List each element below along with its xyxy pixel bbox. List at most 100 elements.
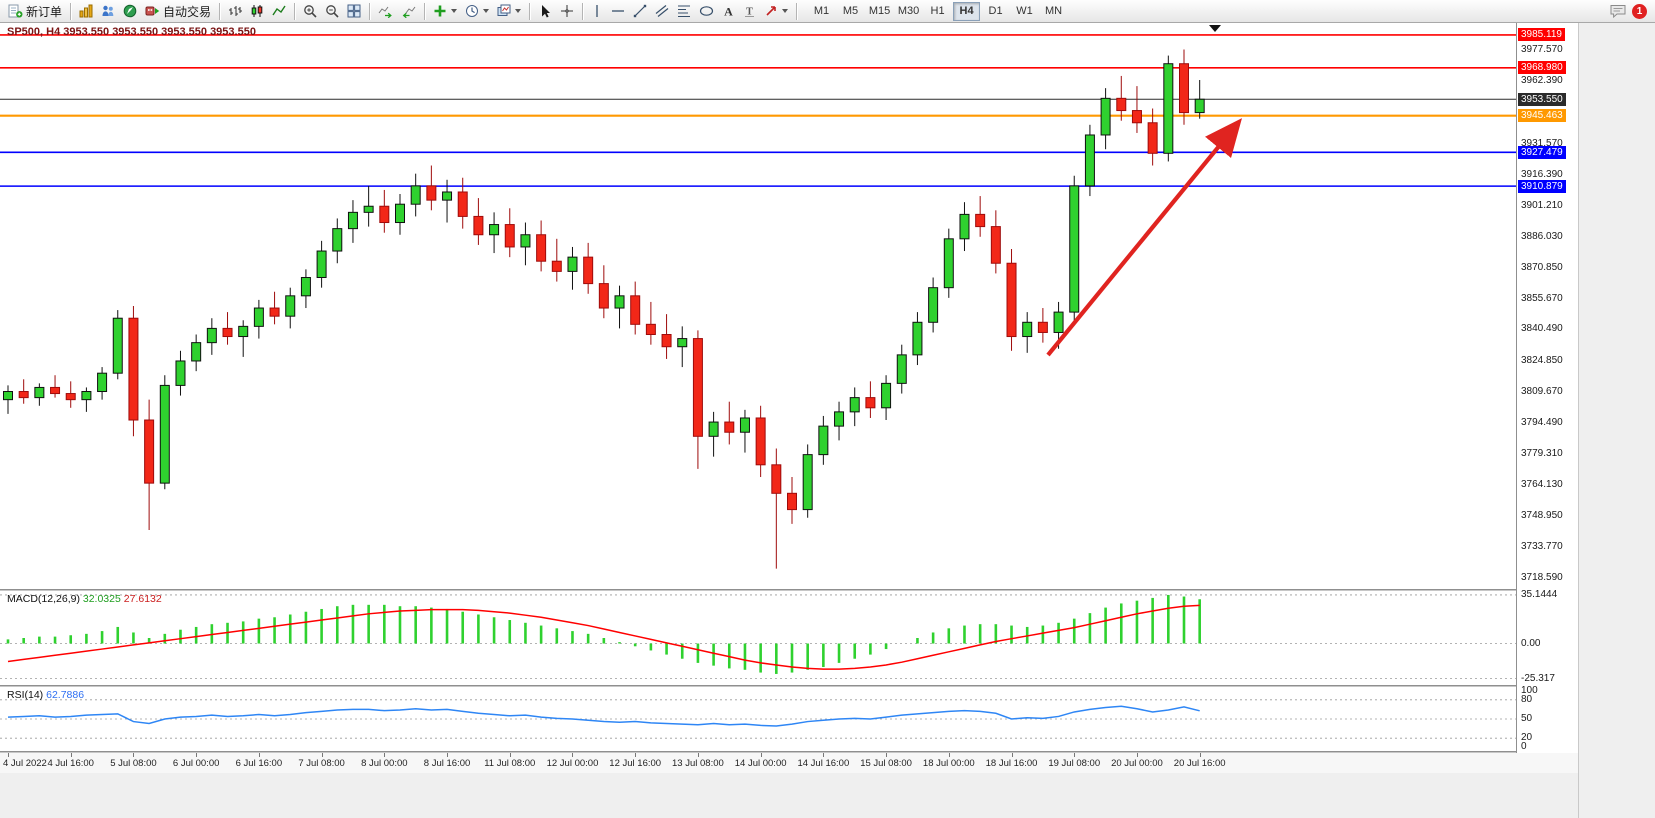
chevron-down-icon — [515, 9, 522, 13]
market-watch-button[interactable] — [75, 1, 97, 21]
data-window-button[interactable] — [97, 1, 119, 21]
price-axis-label: -25.317 — [1521, 672, 1555, 684]
time-axis-label: 12 Jul 16:00 — [609, 758, 662, 769]
horizontal-line-button[interactable] — [607, 1, 629, 21]
macd-panel-plot[interactable] — [0, 591, 1516, 685]
navigator-icon — [123, 4, 137, 18]
price-axis-label: 80 — [1521, 693, 1533, 705]
zoom-out-button[interactable] — [321, 1, 343, 21]
price-axis[interactable]: 3977.570 3962.390 3931.570 3916.390 3901.210… — [1516, 23, 1578, 753]
time-axis-label: 6 Jul 00:00 — [172, 758, 220, 769]
toolbar-separator — [70, 2, 72, 20]
price-chart-plot[interactable] — [0, 23, 1516, 589]
chevron-down-icon — [451, 9, 458, 13]
price-axis-label: 3748.950 — [1521, 509, 1563, 521]
toolbar-separator — [529, 2, 531, 20]
chevron-down-icon — [782, 9, 789, 13]
price-axis-label: 3931.570 — [1521, 137, 1563, 149]
timeframe-m30-button[interactable]: M30 — [895, 2, 922, 21]
notification-badge[interactable]: 1 — [1632, 3, 1647, 19]
trendline-button[interactable] — [629, 1, 651, 21]
zoom-in-icon — [304, 5, 317, 18]
autotrade-button[interactable]: 自动交易 — [141, 1, 215, 21]
timeframe-d1-button[interactable]: D1 — [982, 2, 1009, 21]
shapes-icon — [699, 6, 714, 16]
new-order-button[interactable]: 新订单 — [4, 1, 66, 21]
timeframe-w1-button[interactable]: W1 — [1011, 2, 1038, 21]
bar-chart-button[interactable] — [224, 1, 246, 21]
autotrade-icon — [145, 6, 160, 16]
zoom-in-button[interactable] — [299, 1, 321, 21]
timeframe-m5-button[interactable]: M5 — [837, 2, 864, 21]
vertical-line-button[interactable] — [587, 1, 607, 21]
time-axis-tick — [635, 753, 637, 757]
price-axis-label: 3764.130 — [1521, 478, 1563, 490]
trendline-icon — [633, 4, 647, 18]
time-axis-label: 19 Jul 08:00 — [1048, 758, 1101, 769]
cursor-button[interactable] — [534, 1, 556, 21]
tile-windows-button[interactable] — [343, 1, 365, 21]
price-axis-label: 3855.670 — [1521, 292, 1563, 304]
chart-shift-button[interactable] — [397, 1, 420, 21]
shapes-button[interactable] — [695, 1, 718, 21]
horizontal-line-icon — [612, 10, 625, 12]
auto-scroll-button[interactable] — [374, 1, 397, 21]
line-chart-button[interactable] — [268, 1, 290, 21]
time-axis-tick — [948, 753, 950, 757]
toolbar-separator — [294, 2, 296, 20]
toolbar-separator — [369, 2, 371, 20]
chevron-down-icon — [483, 9, 490, 13]
time-axis-tick — [1136, 753, 1138, 757]
auto-scroll-icon — [378, 6, 392, 18]
time-axis-label: 8 Jul 16:00 — [423, 758, 471, 769]
price-axis-label: 100 — [1521, 685, 1538, 696]
crosshair-button[interactable] — [556, 1, 578, 21]
text-button[interactable]: A — [718, 1, 739, 21]
svg-text:A: A — [724, 5, 733, 19]
timeframe-h4-button[interactable]: H4 — [953, 1, 981, 21]
panel-separator[interactable] — [0, 685, 1578, 687]
time-axis-tick — [384, 753, 386, 757]
price-axis-label: 3962.390 — [1521, 75, 1563, 87]
vertical-line-icon — [596, 5, 598, 17]
arrows-icon — [766, 6, 776, 16]
fibonacci-button[interactable] — [673, 1, 695, 21]
panel-separator[interactable] — [0, 589, 1578, 591]
timeframe-mn-button[interactable]: MN — [1040, 2, 1067, 21]
down-triangle-marker[interactable] — [1209, 25, 1221, 32]
macd-signal-line — [7, 604, 1200, 670]
label-button[interactable]: T — [739, 1, 760, 21]
timeframe-h1-button[interactable]: H1 — [924, 2, 951, 21]
bar-chart-icon — [229, 6, 243, 16]
time-axis-tick — [70, 753, 72, 757]
price-axis-label: 3733.770 — [1521, 540, 1563, 552]
time-axis-tick — [133, 753, 135, 757]
new-order-label: 新订单 — [26, 4, 63, 19]
timeframe-m15-button[interactable]: M15 — [866, 2, 893, 21]
indicators-button[interactable] — [429, 1, 461, 21]
time-axis-label: 12 Jul 00:00 — [546, 758, 599, 769]
periods-button[interactable] — [461, 1, 493, 21]
panel-separator[interactable] — [0, 751, 1578, 753]
toolbar-separator — [796, 2, 798, 20]
message-icon[interactable] — [1610, 4, 1626, 18]
time-axis-label: 14 Jul 16:00 — [797, 758, 850, 769]
price-axis-label: 3870.850 — [1521, 261, 1563, 273]
time-axis-label: 20 Jul 00:00 — [1111, 758, 1163, 769]
channel-button[interactable] — [651, 1, 673, 21]
arrows-button[interactable] — [760, 1, 792, 21]
navigator-button[interactable] — [119, 1, 141, 21]
line-chart-icon — [272, 5, 286, 16]
market-watch-icon — [79, 4, 93, 18]
templates-button[interactable] — [493, 1, 525, 21]
horizontal-price-lines[interactable] — [0, 34, 1516, 187]
trend-arrow-annotation[interactable] — [1046, 118, 1242, 357]
candle-chart-icon — [251, 5, 263, 17]
candle-chart-button[interactable] — [246, 1, 268, 21]
rsi-value: 62.7886 — [46, 689, 85, 701]
time-axis[interactable]: 4 Jul 2022 4 Jul 16:00 5 Jul 08:00 6 Jul 00… — [0, 753, 1578, 773]
time-axis-tick — [1011, 753, 1013, 757]
timeframe-m1-button[interactable]: M1 — [808, 2, 835, 21]
rsi-panel-plot[interactable] — [0, 687, 1516, 751]
rsi-line — [7, 705, 1200, 727]
